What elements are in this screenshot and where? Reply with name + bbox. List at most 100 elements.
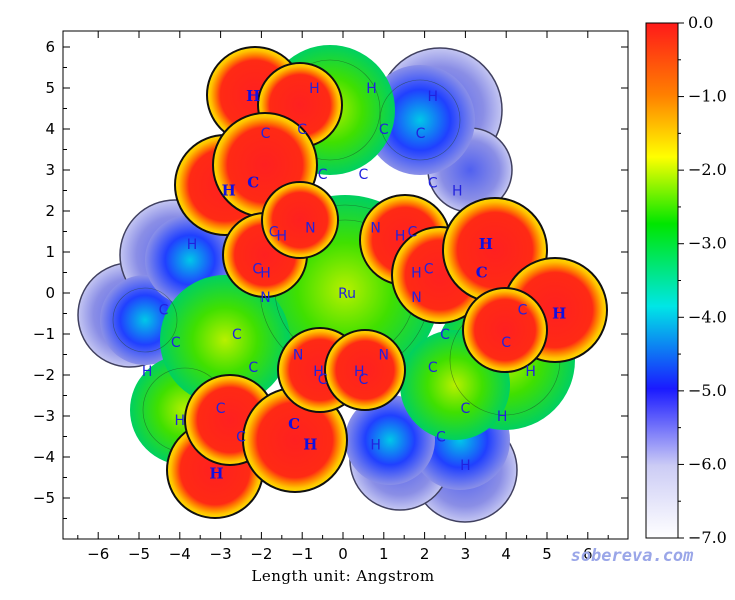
atom-label-n: N [370, 220, 380, 236]
atom-label-h: H [187, 237, 198, 253]
x-tick-label: −4 [169, 545, 191, 563]
colorbar-tick-label: −1.0 [688, 87, 727, 106]
atom-label-c: C [359, 167, 369, 183]
atom-label-c: C [216, 401, 226, 417]
atom-label-c: C [159, 302, 169, 318]
x-axis: −6 −5 −4 −3 −2 −1 0 1 2 3 4 5 6 [77, 31, 609, 563]
atom-label-h: H [552, 305, 566, 323]
atom-label-c: C [501, 335, 511, 351]
atom-label-h: H [395, 229, 406, 245]
atom-label-c: C [518, 302, 528, 318]
atom-label-c: C [247, 173, 259, 191]
colorbar-tick-label: −6.0 [688, 454, 727, 473]
y-tick-label: 4 [45, 120, 55, 138]
y-tick-label: 3 [45, 161, 55, 179]
atom-label-c: C [252, 261, 262, 277]
atom-label-h: H [411, 266, 422, 282]
atom-label-c: C [269, 225, 279, 241]
x-tick-label: 0 [338, 545, 348, 563]
x-tick-label: 6 [583, 545, 593, 563]
colorbar-tick-label: −2.0 [688, 160, 727, 179]
atom-label-h: H [260, 266, 271, 282]
colorbar-tick-label: −7.0 [688, 528, 727, 547]
colorbar: 0.0 −1.0 −2.0 −3.0 −4.0 −5.0 −6.0 −7.0 [645, 13, 727, 547]
atom-label-n: N [379, 348, 389, 364]
atom-label-h: H [427, 89, 438, 105]
atom-label-h: H [209, 464, 223, 482]
colorbar-ticks: 0.0 −1.0 −2.0 −3.0 −4.0 −5.0 −6.0 −7.0 [678, 13, 727, 547]
atom-label-c: C [318, 167, 328, 183]
x-tick-label: −6 [87, 545, 109, 563]
atom-label-h: H [354, 364, 365, 380]
atom-label-h: H [370, 438, 381, 454]
x-axis-title: Length unit: Angstrom [251, 567, 434, 585]
y-tick-label: 0 [45, 284, 55, 302]
watermark-text: sobereva.com [571, 546, 695, 566]
atom-label-h: H [452, 184, 463, 200]
atom-label-n: N [260, 290, 270, 306]
atom-label-c: C [288, 415, 300, 433]
y-tick-label: −3 [33, 407, 55, 425]
atom-label-c: C [428, 360, 438, 376]
atom-label-c: C [428, 175, 438, 191]
atom-label-n: N [305, 220, 315, 236]
colorbar-tick-label: −4.0 [688, 307, 727, 326]
x-tick-label: −5 [128, 545, 150, 563]
atom-label-c: C [261, 126, 271, 142]
atom-label-c: C [440, 327, 450, 343]
atom-label-h: H [142, 364, 153, 380]
colorbar-tick-label: −3.0 [688, 234, 727, 253]
atom-label-h: H [366, 81, 377, 97]
y-tick-label: 2 [45, 202, 55, 220]
atom-label-ru: Ru [338, 286, 356, 302]
atom-label-h: H [313, 364, 324, 380]
x-tick-label: −3 [210, 545, 232, 563]
atom-label-c: C [248, 360, 258, 376]
atom-label-h: H [246, 87, 260, 105]
atom-label-n: N [411, 290, 421, 306]
atom-label-h: H [277, 229, 288, 245]
atom-label-c: C [436, 430, 446, 446]
atom-label-c: C [476, 264, 488, 282]
atom-label-h: H [309, 81, 320, 97]
atom-label-n: N [293, 348, 303, 364]
atom-label-c: C [379, 122, 389, 138]
x-tick-label: −2 [250, 545, 272, 563]
y-tick-label: −4 [33, 448, 55, 466]
y-tick-label: 5 [45, 79, 55, 97]
atom-label-c: C [297, 122, 307, 138]
atom-label-c: C [424, 261, 434, 277]
atom-label-h: H [525, 364, 536, 380]
x-tick-label: 2 [420, 545, 430, 563]
atom-label-c: C [359, 372, 369, 388]
atom-label-h: H [497, 409, 508, 425]
atom-label-c: C [171, 335, 181, 351]
x-tick-label: 4 [501, 545, 511, 563]
atom-label-h: H [175, 413, 186, 429]
y-axis: 6 5 4 3 2 1 0 −1 −2 −3 −4 −5 [33, 38, 628, 519]
atom-label-c: C [461, 401, 471, 417]
x-tick-label: 3 [461, 545, 471, 563]
y-tick-label: −2 [33, 366, 55, 384]
atom-label-c: C [416, 126, 426, 142]
colorbar-tick-label: 0.0 [688, 13, 713, 32]
y-tick-label: 1 [45, 243, 55, 261]
x-tick-label: −1 [291, 545, 313, 563]
molecular-surface [77, 45, 608, 523]
atom-label-h: H [222, 182, 236, 200]
atom-label-c: C [232, 327, 242, 343]
colorbar-gradient [645, 22, 679, 539]
atom-label-h: H [479, 235, 493, 253]
colorbar-tick-label: −5.0 [688, 381, 727, 400]
atom-label-h: H [303, 436, 317, 454]
atom-label-c: C [407, 225, 417, 241]
y-tick-label: −5 [33, 489, 55, 507]
atom-label-c: C [318, 372, 328, 388]
x-tick-label: 5 [542, 545, 552, 563]
y-tick-label: −1 [33, 325, 55, 343]
atom-label-h: H [460, 458, 471, 474]
y-tick-label: 6 [45, 38, 55, 56]
atom-label-c: C [236, 430, 246, 446]
